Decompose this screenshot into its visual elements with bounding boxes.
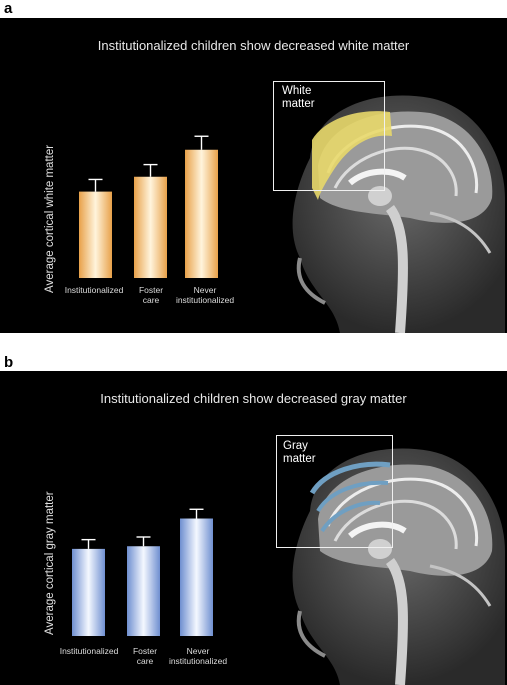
bar-1 [79, 191, 112, 278]
panel-b-category-label-2: Foster care [132, 646, 158, 666]
panel-a-title: Institutionalized children show decrease… [97, 38, 410, 53]
panel-b-roi-label: Gray matter [283, 440, 316, 465]
panel-a-category-label-3: Never institutionalized [175, 285, 235, 305]
panel-a-brain-mri-image [292, 95, 505, 333]
panel-b-bar-chart [72, 508, 213, 636]
panel-b: Institutionalized children show decrease… [0, 371, 507, 685]
panel-a-letter: a [4, 0, 13, 17]
panel-a-bar-chart [79, 135, 218, 278]
bar-3 [185, 149, 218, 278]
panel-a: Institutionalized children show decrease… [0, 18, 507, 333]
panel-a-roi-label: White matter [282, 85, 315, 110]
bar-1 [72, 548, 105, 636]
panel-b-roi-box [276, 435, 393, 548]
bar-3 [180, 518, 213, 636]
panel-b-title: Institutionalized children show decrease… [100, 391, 407, 406]
panel-a-roi-box [273, 81, 385, 191]
panel-b-letter: b [4, 354, 14, 371]
panel-a-category-label-2: Foster care [138, 285, 164, 305]
panel-b-category-label-1: Institutionalized [59, 646, 119, 656]
bar-2 [134, 176, 167, 278]
panel-b-category-label-3: Never institutionalized [168, 646, 228, 666]
panel-a-category-label-1: Institutionalized [64, 285, 124, 295]
bar-2 [127, 546, 160, 636]
